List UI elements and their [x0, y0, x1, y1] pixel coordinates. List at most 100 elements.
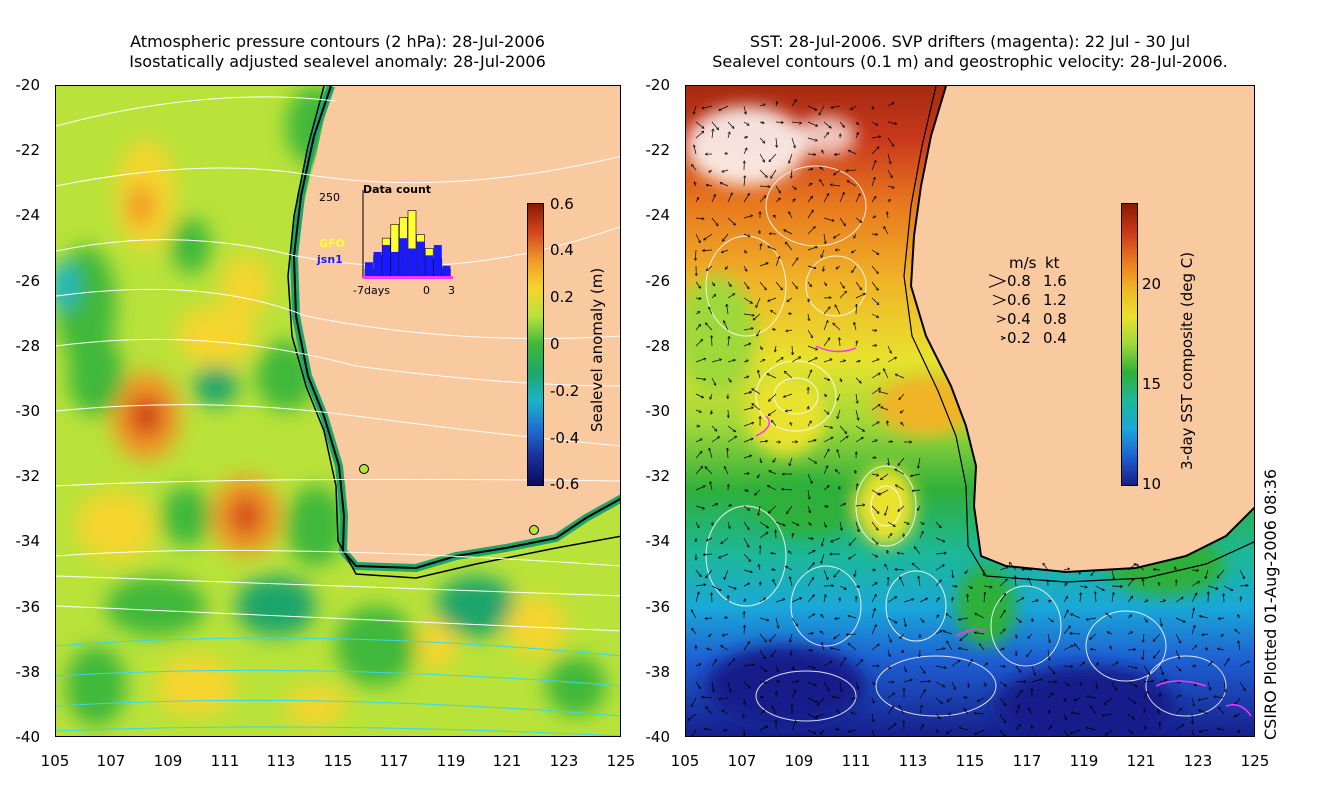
velocity-vector [807, 370, 812, 379]
velocity-vector [887, 185, 894, 188]
velocity-vector [1047, 665, 1054, 674]
velocity-vector [695, 439, 702, 443]
velocity-vector [967, 585, 972, 588]
velocity-vector [807, 729, 815, 733]
velocity-vector [791, 357, 800, 363]
velocity-vector [818, 697, 825, 705]
velocity-vector [823, 233, 826, 243]
velocity-vector [871, 313, 878, 317]
y-tick: -32 [15, 467, 41, 485]
velocity-vector [1175, 617, 1185, 622]
velocity-vector [855, 294, 865, 299]
velocity-vector [784, 230, 793, 235]
velocity-vector [724, 321, 729, 331]
velocity-vector [758, 371, 761, 379]
velocity-vector [1221, 634, 1225, 636]
inset-jsn1-bar [416, 241, 425, 276]
velocity-vector [807, 633, 813, 634]
velocity-vector [871, 474, 878, 475]
y-tick: -28 [645, 337, 671, 355]
velocity-vector [852, 698, 857, 699]
velocity-vector [1063, 666, 1072, 667]
left-map [55, 85, 621, 737]
velocity-vector [706, 323, 713, 331]
velocity-vector [856, 484, 858, 491]
velocity-vector [709, 170, 713, 172]
x-tick: 119 [1069, 752, 1099, 770]
velocity-vector [871, 583, 877, 587]
velocity-vector [1219, 618, 1225, 619]
velocity-vector [1127, 713, 1134, 719]
velocity-vector [823, 321, 828, 331]
velocity-vector [1191, 626, 1195, 635]
left-cb-tick: -0.2 [550, 382, 580, 400]
velocity-vector [1103, 713, 1113, 716]
velocity-vector [1079, 586, 1087, 587]
velocity-vector [964, 697, 969, 698]
velocity-vector [720, 183, 729, 187]
velocity-vector [694, 145, 697, 155]
velocity-vector [1111, 593, 1114, 603]
right-map-graphic [686, 86, 1254, 736]
velocity-vector [871, 359, 879, 363]
velocity-vector [833, 697, 841, 698]
x-tick: 115 [955, 752, 985, 770]
velocity-vector [791, 185, 796, 189]
velocity-vector [789, 457, 793, 465]
velocity-vector [823, 506, 828, 507]
velocity-vector [855, 569, 856, 576]
velocity-vector [807, 563, 814, 571]
velocity-vector [768, 486, 777, 491]
velocity-vector [872, 105, 873, 109]
left-colorbar-label: Sealevel anomaly (m) [588, 267, 606, 432]
velocity-vector [960, 633, 969, 640]
velocity-vector [1224, 594, 1225, 603]
velocity-vector [1206, 569, 1209, 578]
velocity-vector [1015, 690, 1022, 699]
velocity-vector [722, 169, 729, 172]
velocity-vector [711, 377, 716, 385]
velocity-vector [900, 577, 905, 587]
right-cb-tick: 20 [1142, 275, 1162, 293]
velocity-vector [1175, 695, 1180, 699]
velocity-vector [1175, 633, 1181, 643]
velocity-vector [759, 649, 765, 658]
velocity-vector [1043, 563, 1049, 571]
velocity-vector [849, 553, 857, 559]
velocity-vector [711, 437, 719, 443]
velocity-vector [871, 373, 880, 379]
velocity-vector [759, 521, 768, 528]
legend-kt-value: 1.6 [1043, 272, 1067, 290]
velocity-vector [1047, 693, 1053, 699]
legend-arrow [992, 294, 1007, 306]
legend-kt-value: 1.2 [1043, 291, 1067, 309]
velocity-vector [898, 505, 905, 511]
velocity-vector [1063, 729, 1068, 736]
velocity-vector [743, 553, 751, 561]
velocity-vector [887, 421, 888, 427]
velocity-vector [1191, 608, 1194, 619]
velocity-vector [821, 553, 825, 563]
velocity-vector [887, 103, 894, 107]
velocity-vector [840, 377, 842, 381]
legend-arrow [1000, 335, 1007, 341]
velocity-vector [789, 551, 793, 555]
velocity-vector [852, 713, 857, 715]
velocity-vector [721, 646, 729, 651]
velocity-vector [903, 665, 906, 672]
velocity-vector [807, 210, 813, 219]
velocity-vector [692, 629, 697, 635]
velocity-vector [695, 198, 699, 203]
velocity-vector [935, 553, 946, 554]
velocity-vector [727, 449, 728, 459]
velocity-vector [725, 467, 729, 475]
velocity-vector [871, 595, 876, 603]
legend-ms-value: 0.8 [1007, 272, 1031, 290]
velocity-vector [899, 393, 905, 399]
velocity-vector [887, 534, 892, 539]
velocity-vector [1159, 600, 1165, 602]
inset-x-mid: 0 [423, 284, 430, 297]
velocity-vector [896, 374, 905, 379]
velocity-vector [759, 169, 767, 177]
velocity-vector [711, 425, 717, 431]
